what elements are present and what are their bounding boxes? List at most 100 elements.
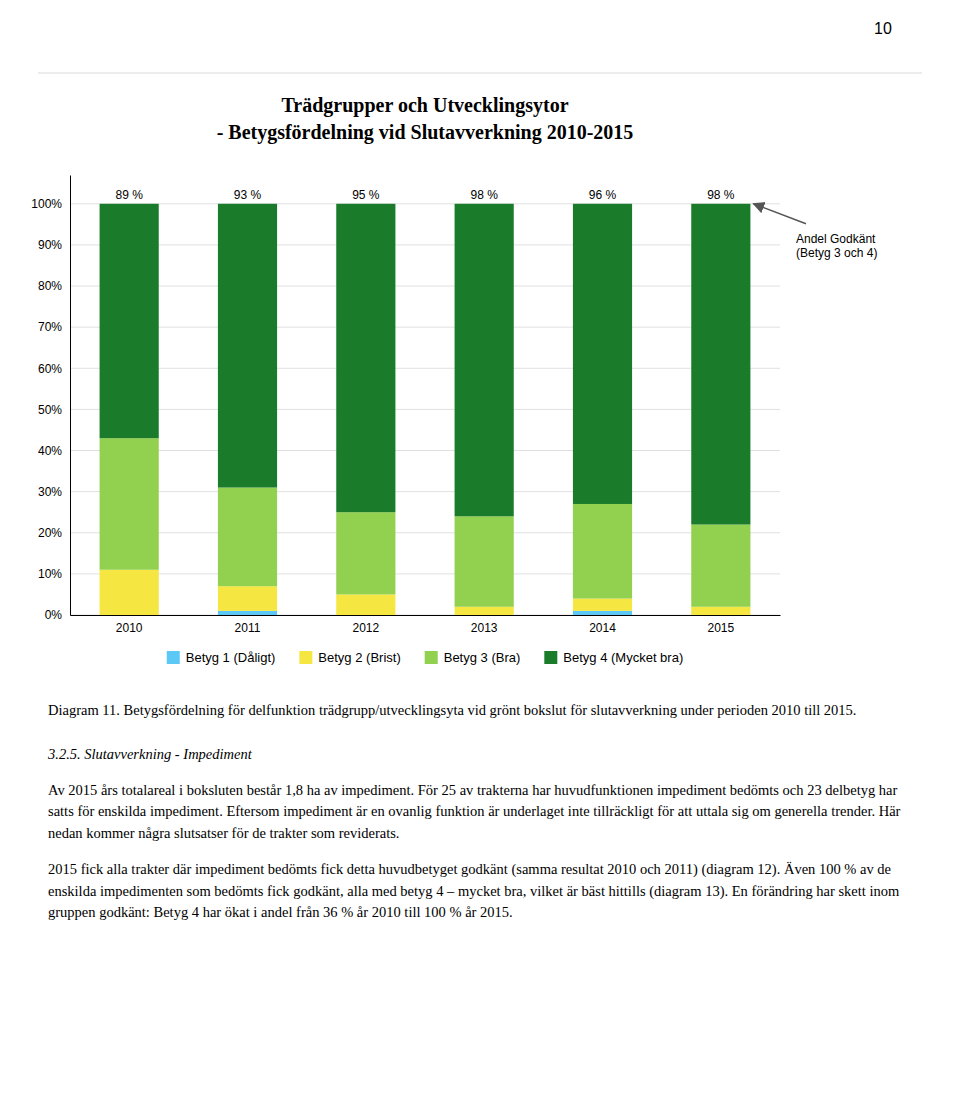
grid-line: [70, 532, 780, 533]
y-axis: 0% 10% 20% 30% 40% 50% 60% 70% 80% 90% 100%: [31, 176, 70, 623]
grid-line: [70, 368, 780, 369]
tick-label: 80%: [38, 279, 62, 293]
separator: [38, 73, 922, 74]
annotation: Andel Godkänt(Betyg 3 och 4): [753, 204, 877, 260]
caption: Diagram 11. Betygsfördelning för delfunk…: [48, 700, 912, 722]
bar: [573, 611, 632, 615]
tick-label: 90%: [38, 238, 62, 252]
bar: [691, 204, 750, 525]
legend-item: Betyg 3 (Bra): [425, 650, 521, 665]
tick-label: 60%: [38, 362, 62, 376]
legend-item: Betyg 4 (Mycket bra): [544, 650, 683, 665]
grid-line: [70, 491, 780, 492]
bar: [100, 438, 159, 570]
legend-item: Betyg 2 (Brist): [299, 650, 400, 665]
tick: 80%: [38, 279, 70, 293]
annotation-line: Andel Godkänt: [796, 232, 876, 246]
section-heading: 3.2.5. Slutavverkning - Impediment: [48, 744, 912, 766]
grid-line: [70, 450, 780, 451]
paragraph: 2015 fick alla trakter där impediment be…: [48, 859, 912, 924]
tick: 20%: [38, 526, 70, 540]
bar: [218, 204, 277, 488]
tick-label: 100%: [31, 197, 62, 211]
tick: 2010: [116, 615, 143, 635]
bar: [455, 204, 514, 517]
tick: 100%: [31, 197, 70, 211]
axis-line: [71, 615, 781, 616]
tick: 90%: [38, 238, 70, 252]
tick: 0%: [45, 608, 70, 622]
bar: [455, 516, 514, 606]
bar: [336, 512, 395, 594]
tick-label: 2014: [589, 621, 616, 635]
bar: [573, 599, 632, 611]
legend-label: Betyg 2 (Brist): [318, 650, 400, 665]
tick-label: 50%: [38, 403, 62, 417]
tick-label: 20%: [38, 526, 62, 540]
bar-series: [100, 204, 751, 525]
tick: 50%: [38, 403, 70, 417]
bar: [573, 504, 632, 599]
bar: [336, 594, 395, 615]
legend-swatch: [544, 651, 557, 664]
annotation-line: (Betyg 3 och 4): [796, 246, 877, 260]
tick-label: 70%: [38, 320, 62, 334]
tick-label: 40%: [38, 444, 62, 458]
legend-label: Betyg 3 (Bra): [444, 650, 521, 665]
grid-line: [70, 615, 780, 616]
bar-series: [100, 438, 751, 607]
tick-label: 2013: [471, 621, 498, 635]
grid: [70, 204, 780, 615]
grid-line: [70, 573, 780, 574]
tick-label: 30%: [38, 485, 62, 499]
tick: 30%: [38, 485, 70, 499]
bar: [455, 607, 514, 615]
data-label: 93 %: [234, 188, 262, 202]
tick: 2011: [235, 615, 261, 635]
legend-item: Betyg 1 (Dåligt): [167, 650, 276, 665]
bar: [573, 204, 632, 504]
grid-line: [70, 409, 780, 410]
legend-label: Betyg 4 (Mycket bra): [563, 650, 683, 665]
tick: 2013: [471, 615, 498, 635]
bar: [100, 570, 159, 615]
bar: [218, 488, 277, 587]
tick-label: 0%: [45, 608, 63, 622]
data-label: 98 %: [707, 188, 735, 202]
bar: [691, 525, 750, 607]
tick-label: 2015: [707, 621, 734, 635]
tick-label: 2012: [352, 621, 379, 635]
title: Trädgrupper och Utvecklingsytor: [281, 94, 568, 117]
legend: Betyg 1 (Dåligt) Betyg 2 (Brist) Betyg 3 (…: [167, 650, 683, 665]
data-label: 98 %: [470, 188, 498, 202]
tick: 70%: [38, 320, 70, 334]
data-labels: 89 %93 %95 %98 %96 %98 %: [115, 188, 734, 202]
axis-line: [70, 176, 71, 616]
subtitle: - Betygsfördelning vid Slutavverkning 20…: [217, 121, 634, 144]
bar: [218, 586, 277, 611]
x-axis: 2010 2011 2012 2013 2014 2015: [71, 615, 781, 635]
tick-label: 10%: [38, 567, 62, 581]
bar-series: [100, 570, 751, 615]
legend-swatch: [167, 651, 180, 664]
grid-line: [70, 244, 780, 245]
tick: 2014: [589, 615, 616, 635]
tick-label: 2010: [116, 621, 143, 635]
bar: [100, 204, 159, 438]
text-block: Diagram 11. Betygsfördelning för delfunk…: [48, 700, 912, 938]
bar: [336, 204, 395, 512]
annotation-text: Andel Godkänt(Betyg 3 och 4): [796, 232, 877, 260]
data-label: 95 %: [352, 188, 380, 202]
grid-line: [70, 203, 780, 204]
tick: 2015: [707, 615, 734, 635]
page-svg: 10Trädgrupper och Utvecklingsytor- Betyg…: [0, 0, 960, 1117]
bar: [218, 611, 277, 615]
tick: 40%: [38, 444, 70, 458]
legend-label: Betyg 1 (Dåligt): [186, 650, 276, 665]
tick: 10%: [38, 567, 70, 581]
annotation-arrow: [753, 204, 806, 224]
tick: 60%: [38, 362, 70, 376]
bar-series: [218, 611, 632, 615]
tick-label: 2011: [235, 621, 261, 635]
legend-swatch: [425, 651, 438, 664]
